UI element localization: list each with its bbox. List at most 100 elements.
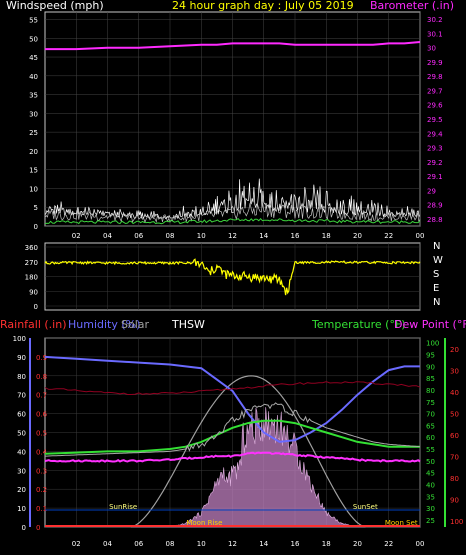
wind-tick-label: 30 [29,110,38,118]
temp-tick-label: 25 [426,517,435,525]
dew-tick-label: 20 [450,346,459,354]
baro-tick-label: 29.9 [427,59,443,67]
baro-tick-label: 30.2 [427,16,443,24]
humidity-tick-label: 80 [17,373,26,381]
moonset-label: Moon Set [385,519,418,527]
temp-tick-label: 100 [426,340,439,348]
dew-tick-label: 40 [450,389,459,397]
direction-tick-label: 360 [25,244,38,252]
wind-tick-label: 20 [29,148,38,156]
solar-title: Solar [121,318,150,331]
baro-tick-label: 29.1 [427,173,443,181]
time-tick-label: 18 [322,232,331,240]
moonrise-label: Moon Rise [186,519,222,527]
baro-tick-label: 30.1 [427,30,443,38]
temp-tick-label: 95 [426,352,435,360]
wind-title: Windspeed (mph) [6,0,104,12]
graph-title: 24 hour graph day : July 05 2019 [172,0,354,12]
temp-tick-label: 90 [426,363,435,371]
humidity-tick-label: 90 [17,354,26,362]
compass-label: W [433,255,443,266]
temp-tick-label: 70 [426,411,435,419]
time-tick-label: 08 [166,232,175,240]
temp-tick-label: 85 [426,375,435,383]
time-tick-label-bottom: 08 [166,540,175,548]
time-tick-label: 12 [228,232,237,240]
time-tick-label: 22 [384,232,393,240]
wind-tick-label: 55 [29,17,38,25]
baro-tick-label: 29.6 [427,102,443,110]
humidity-title: Humidity (%) [68,318,141,331]
temperature-line [44,419,420,455]
compass-label: N [433,297,440,308]
dew-tick-label: 90 [450,497,459,505]
baro-tick-label: 29.5 [427,116,443,124]
sunset-label: SunSet [353,503,378,511]
humidity-line [44,355,420,443]
time-tick-label-bottom: 00 [416,540,425,548]
humidity-tick-label: 20 [17,486,26,494]
wind-tick-label: 35 [29,92,38,100]
baro-tick-label: 29.4 [427,130,443,138]
time-tick-label-bottom: 04 [103,540,112,548]
barometer-line [45,41,421,51]
time-tick-label: 00 [416,232,425,240]
dewpoint-max-line [44,381,421,395]
dew-tick-label: 100 [450,518,463,526]
dew-tick-label: 60 [450,432,459,440]
time-tick-label: 16 [291,232,300,240]
sunrise-label: SunRise [109,503,137,511]
rain-tick-label: 0.5 [36,430,47,438]
humidity-tick-label: 30 [17,467,26,475]
humidity-tick-label: 0 [22,524,26,532]
temp-tick-label: 65 [426,422,435,430]
thsw-title: THSW [172,318,205,331]
solar-radiation-area [130,407,366,528]
direction-tick-label: 0 [34,303,38,311]
time-tick-label-bottom: 12 [228,540,237,548]
dewpoint-title: Dew Point (°F) [394,318,466,331]
rainfall-title: Rainfall (.in) [0,318,67,331]
wind-average-line [44,217,421,225]
time-tick-label: 10 [197,232,206,240]
time-tick-label-bottom: 02 [72,540,81,548]
dew-tick-label: 30 [450,368,459,376]
direction-tick-label: 180 [25,274,38,282]
temp-tick-label: 45 [426,470,435,478]
compass-label: E [433,283,439,294]
humidity-tick-label: 40 [17,448,26,456]
baro-tick-label: 29.7 [427,87,443,95]
rain-tick-label: 0.7 [36,392,47,400]
wind-tick-label: 45 [29,54,38,62]
rain-tick-label: 0.6 [36,411,48,419]
humidity-tick-label: 100 [13,335,26,343]
wind-tick-label: 40 [29,73,38,81]
baro-tick-label: 29.3 [427,145,443,153]
wind-speed-line [44,202,421,224]
humidity-tick-label: 70 [17,392,26,400]
dewpoint-line [44,451,421,463]
direction-tick-label: 90 [29,288,38,296]
wind-tick-label: 50 [29,35,38,43]
dew-tick-label: 70 [450,454,459,462]
wind-tick-label: 25 [29,129,38,137]
dew-tick-label: 50 [450,411,459,419]
time-tick-label-bottom: 06 [134,540,143,548]
rain-tick-label: 0 [36,524,40,532]
temp-tick-label: 75 [426,399,435,407]
barometer-title: Barometer (.in) [370,0,454,12]
baro-tick-label: 28.8 [427,216,443,224]
temp-tick-label: 50 [426,458,435,466]
baro-tick-label: 28.9 [427,202,443,210]
time-tick-label-bottom: 10 [197,540,206,548]
baro-tick-label: 29.2 [427,159,443,167]
temperature-title: Temperature (°F) [312,318,406,331]
temp-tick-label: 40 [426,481,435,489]
rain-tick-label: 0.4 [36,448,48,456]
temp-tick-label: 35 [426,493,435,501]
time-tick-label-bottom: 16 [291,540,300,548]
time-tick-label-bottom: 14 [259,540,268,548]
time-tick-label-bottom: 22 [384,540,393,548]
thsw-line [45,402,421,457]
